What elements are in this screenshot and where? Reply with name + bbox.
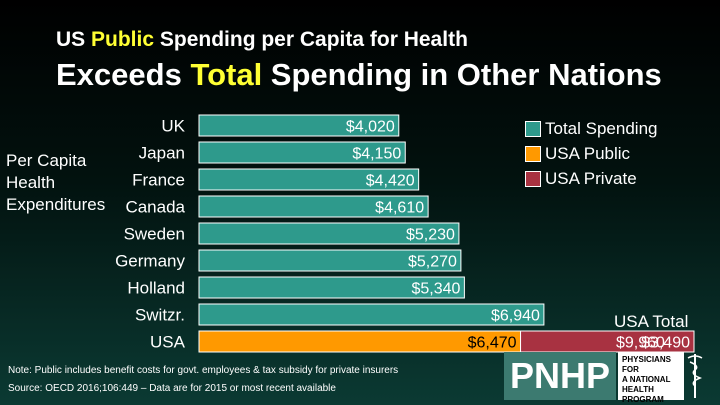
data-label: $5,340 [411, 281, 460, 298]
data-label: $6,940 [491, 308, 540, 325]
legend-label-usa-private: USA Private [545, 168, 637, 188]
caduceus-icon [687, 354, 703, 398]
logo-text-line: PHYSICIANS FOR [622, 355, 671, 374]
bar [198, 249, 462, 272]
data-label: $4,420 [366, 173, 415, 190]
bar [198, 114, 400, 137]
y-side-label-line: Health [6, 173, 56, 192]
pnhp-logo: PNHP PHYSICIANS FOR A NATIONAL HEALTH PR… [504, 352, 704, 404]
data-label: $5,270 [408, 254, 457, 271]
legend: Total Spending USA Public USA Private [525, 116, 657, 191]
legend-swatch-usa-private [525, 170, 541, 187]
legend-swatch-total [525, 120, 541, 137]
category-label: Holland [127, 279, 185, 298]
bar [198, 276, 465, 299]
category-label: USA [150, 333, 186, 352]
y-side-label-line: Per Capita [6, 151, 87, 170]
logo-letters: PNHP [504, 352, 617, 400]
usa-total-value-label: $9,960 [616, 335, 665, 352]
logo-text-line: A NATIONAL [622, 375, 671, 384]
y-side-label-line: Expenditures [6, 195, 106, 214]
bar [198, 141, 406, 164]
title-line1-suffix: Spending per Capita for Health [154, 28, 468, 51]
category-label: France [132, 171, 185, 190]
data-label: $4,150 [352, 146, 401, 163]
category-label: UK [161, 117, 185, 136]
logo-text-line: PROGRAM [622, 395, 664, 404]
bar [198, 303, 545, 326]
bar [198, 168, 420, 191]
title-line1-prefix: US [56, 28, 92, 51]
data-label: $6,470 [468, 335, 517, 352]
data-label: $5,230 [406, 227, 455, 244]
logo-text: PHYSICIANS FOR A NATIONAL HEALTH PROGRAM [618, 352, 685, 404]
source-note: Source: OECD 2016;106:449 – Data are for… [8, 383, 336, 394]
usa-total-label: USA Total [614, 312, 689, 331]
title-line2-prefix: Exceeds [56, 57, 191, 92]
chart-title-line2: Exceeds Total Spending in Other Nations [56, 57, 662, 93]
logo-text-line: HEALTH [622, 385, 654, 394]
legend-item-usa-private: USA Private [525, 166, 657, 191]
legend-label-usa-public: USA Public [545, 143, 631, 163]
data-label: $4,020 [346, 119, 395, 136]
chart-title-line1: US Public Spending per Capita for Health [56, 28, 468, 52]
footnote: Note: Public includes benefit costs for … [8, 365, 399, 376]
legend-item-usa-public: USA Public [525, 141, 657, 166]
legend-swatch-usa-public [525, 145, 541, 162]
category-label: Japan [139, 144, 185, 163]
bar [198, 222, 460, 245]
y-side-label: Per Capita Health Expenditures [6, 150, 105, 216]
data-label: $4,610 [375, 200, 424, 217]
title-line1-highlight: Public [91, 28, 155, 51]
legend-label-total: Total Spending [545, 118, 658, 138]
title-line2-highlight: Total [190, 57, 263, 92]
category-label: Sweden [124, 225, 185, 244]
category-label: Canada [125, 198, 185, 217]
category-label: Germany [115, 252, 185, 271]
title-line2-suffix: Spending in Other Nations [262, 57, 662, 92]
legend-item-total: Total Spending [525, 116, 657, 141]
category-label: Switzr. [135, 306, 185, 325]
data-label: $3,490 [641, 335, 690, 352]
bar [198, 195, 429, 218]
